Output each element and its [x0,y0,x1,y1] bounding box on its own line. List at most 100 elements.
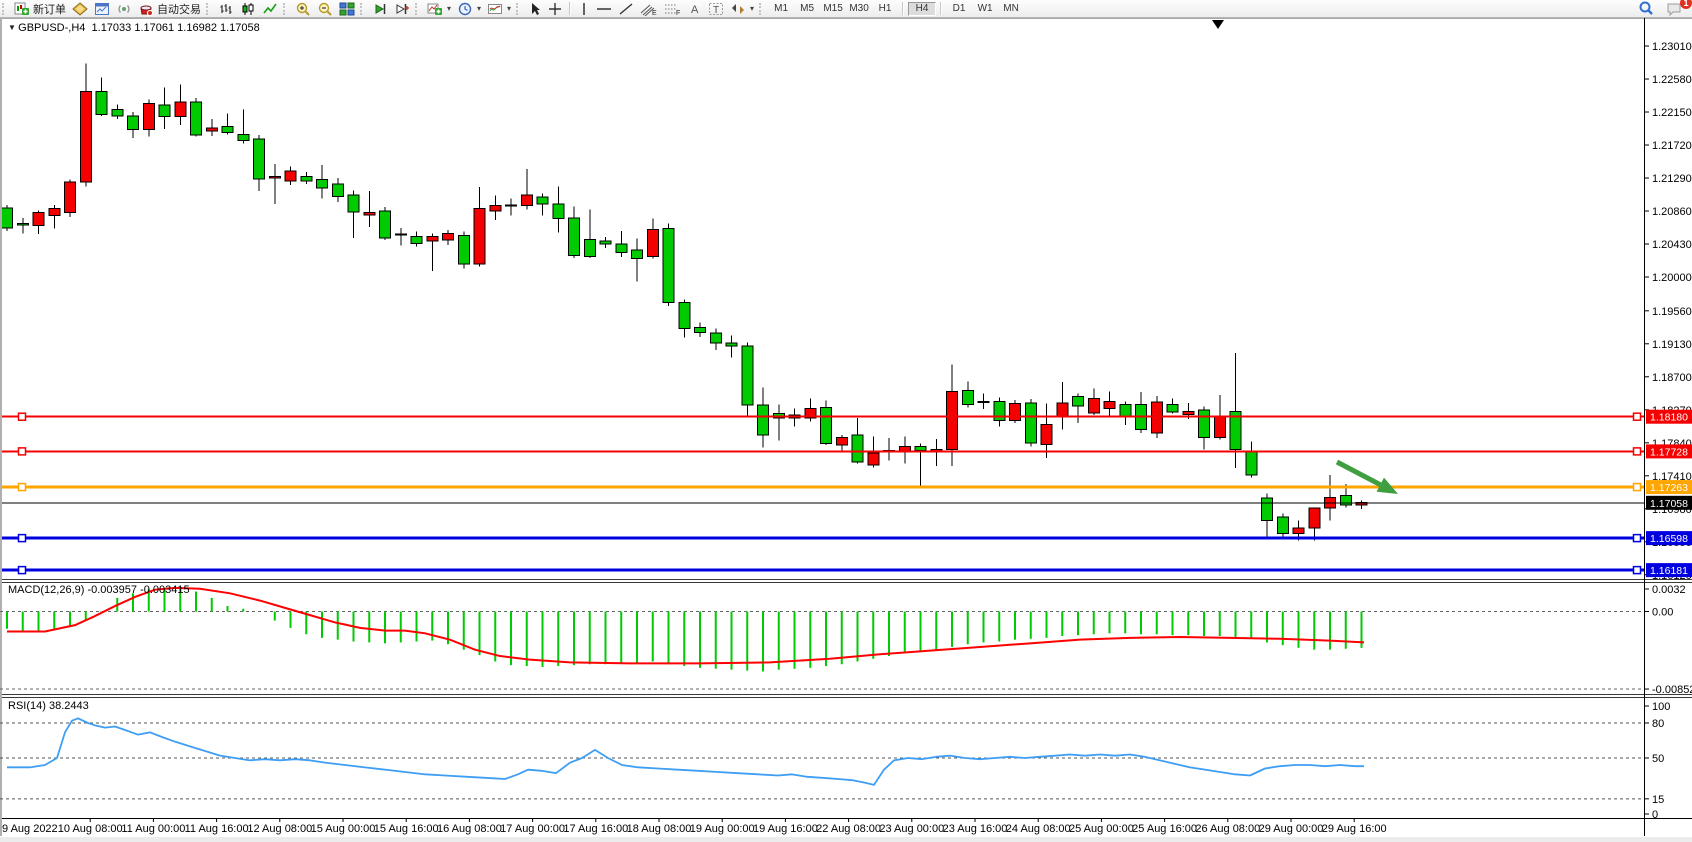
bar-chart-mode-button[interactable] [215,1,237,16]
line-chart-mode-icon [263,3,277,13]
macd-tick-label: 0.0032 [1652,584,1686,596]
level-price-label-text: 1.18180 [1650,412,1688,424]
trend-arrow[interactable] [1335,459,1382,487]
symbol-period-label: GBPUSD-,H4 [18,22,86,34]
zoom-out-button[interactable] [314,1,336,16]
timeframe-h4-button[interactable]: H4 [908,1,937,16]
auto-scroll-button[interactable] [369,1,391,16]
line-chart-mode-button[interactable] [259,1,281,16]
timeframe-mn-button[interactable]: MN [1003,2,1019,14]
cursor-tool-button[interactable] [525,1,545,16]
indicators-button[interactable]: ▾ [424,1,454,16]
toolbar-separator [569,2,572,15]
time-tick-label: 23 Aug 00:00 [879,823,944,835]
horizontal-line-tool-button[interactable] [593,1,615,16]
auto-trading-button[interactable]: 自动交易 [135,1,204,16]
level-anchor-handle[interactable] [17,482,27,492]
macd-signal-line [7,586,1365,665]
candle-body [32,212,45,227]
label-tool-button[interactable]: T [705,1,727,16]
candle-body [300,175,313,182]
chart-shift-button[interactable] [391,1,413,16]
timeframe-w1-button[interactable]: W1 [977,2,993,14]
time-tick-label: 11 Aug 00:00 [121,823,185,835]
level-price-label[interactable]: 1.16598 [1646,531,1692,546]
candle-body [631,249,643,260]
templates-icon [488,3,503,14]
time-tick-label: 22 Aug 08:00 [816,823,881,835]
level-price-label-text: 1.17728 [1650,446,1688,458]
candlestick-mode-button[interactable] [237,1,259,16]
new-order-button[interactable]: 新订单 [11,1,69,16]
price-tick-label: 1.22150 [1652,107,1692,119]
candle-body [1009,403,1021,422]
time-marker-icon[interactable] [1212,20,1224,29]
trend-arrow-head[interactable] [1376,477,1398,494]
rsi-tick-label: 0 [1652,809,1658,821]
rsi-indicator-label: RSI(14) 38.2443 [8,700,89,712]
candle-body [1,207,13,229]
svg-text:F: F [676,10,680,16]
trendline-tool-button[interactable] [615,1,637,16]
candle-body [190,101,202,136]
tile-windows-icon [339,2,355,15]
candle-body [1339,495,1352,506]
toolbar-separator [902,2,905,15]
candle-body [142,103,155,131]
candle-body [442,232,454,241]
svg-text:E: E [652,10,657,16]
signal-button[interactable] [113,1,135,16]
vertical-line-tool-button[interactable] [575,1,593,16]
market-watch-button[interactable] [91,1,113,16]
macd-layer: 0.0032 0.00 -0.008529 [0,584,1692,696]
level-price-label[interactable]: 1.17728 [1646,444,1692,459]
level-price-label[interactable]: 1.16181 [1646,563,1692,578]
candle-body [1245,451,1258,476]
level-anchor-handle[interactable] [1632,482,1642,492]
candle-body [1292,527,1305,534]
price-tick-label: 1.20000 [1652,272,1692,284]
candle-body [1213,416,1226,438]
candle-body [977,400,990,403]
time-tick-label: 26 Aug 08:00 [1195,823,1260,835]
zoom-in-button[interactable] [292,1,314,16]
quotes-button[interactable] [69,1,91,16]
timeframe-m5-button[interactable]: M5 [800,2,815,14]
text-tool-button[interactable]: A [685,1,705,16]
tile-windows-button[interactable] [336,1,358,16]
level-anchor-handle[interactable] [17,447,27,456]
timeframe-m30-button[interactable]: M30 [849,2,869,14]
level-price-label[interactable]: 1.17058 [1646,495,1692,510]
chart-title-bar[interactable]: ▼ GBPUSD-,H4 1.17033 1.17061 1.16982 1.1… [8,22,260,34]
timeframe-m15-button[interactable]: M15 [823,2,843,14]
time-tick-label: 19 Aug 16:00 [753,823,818,835]
notifications-button[interactable]: 1 [1663,0,1692,16]
level-anchor-handle[interactable] [1632,565,1642,575]
crosshair-tool-button[interactable] [545,1,565,16]
level-price-label-box [1646,531,1692,546]
level-price-label[interactable]: 1.17263 [1646,480,1692,495]
level-anchor-handle[interactable] [1632,447,1642,456]
channel-tool-button[interactable]: F [661,1,685,16]
level-anchor-handle[interactable] [1632,412,1642,421]
level-anchor-handle[interactable] [17,533,27,543]
periods-icon [458,2,472,15]
level-anchor-handle[interactable] [1632,533,1642,543]
timeframe-d1-button[interactable]: D1 [952,2,966,14]
toolbar-grip [360,2,365,15]
level-anchor-handle[interactable] [17,412,27,421]
level-anchor-handle[interactable] [17,565,27,575]
search-button[interactable] [1635,1,1657,16]
candle-body [284,170,297,182]
periods-button[interactable]: ▾ [454,1,484,16]
templates-button[interactable]: ▾ [484,1,514,16]
rsi-tick-label: 80 [1652,718,1664,730]
level-price-label[interactable]: 1.18180 [1646,409,1692,424]
arrows-tool-button[interactable]: ▾ [727,1,757,16]
timeframe-m1-button[interactable]: M1 [774,2,789,14]
toolbar-grip [206,2,211,15]
time-tick-label: 23 Aug 16:00 [943,823,1008,835]
fibonacci-tool-button[interactable]: E [637,1,661,16]
timeframe-h1-button[interactable]: H1 [878,2,892,14]
